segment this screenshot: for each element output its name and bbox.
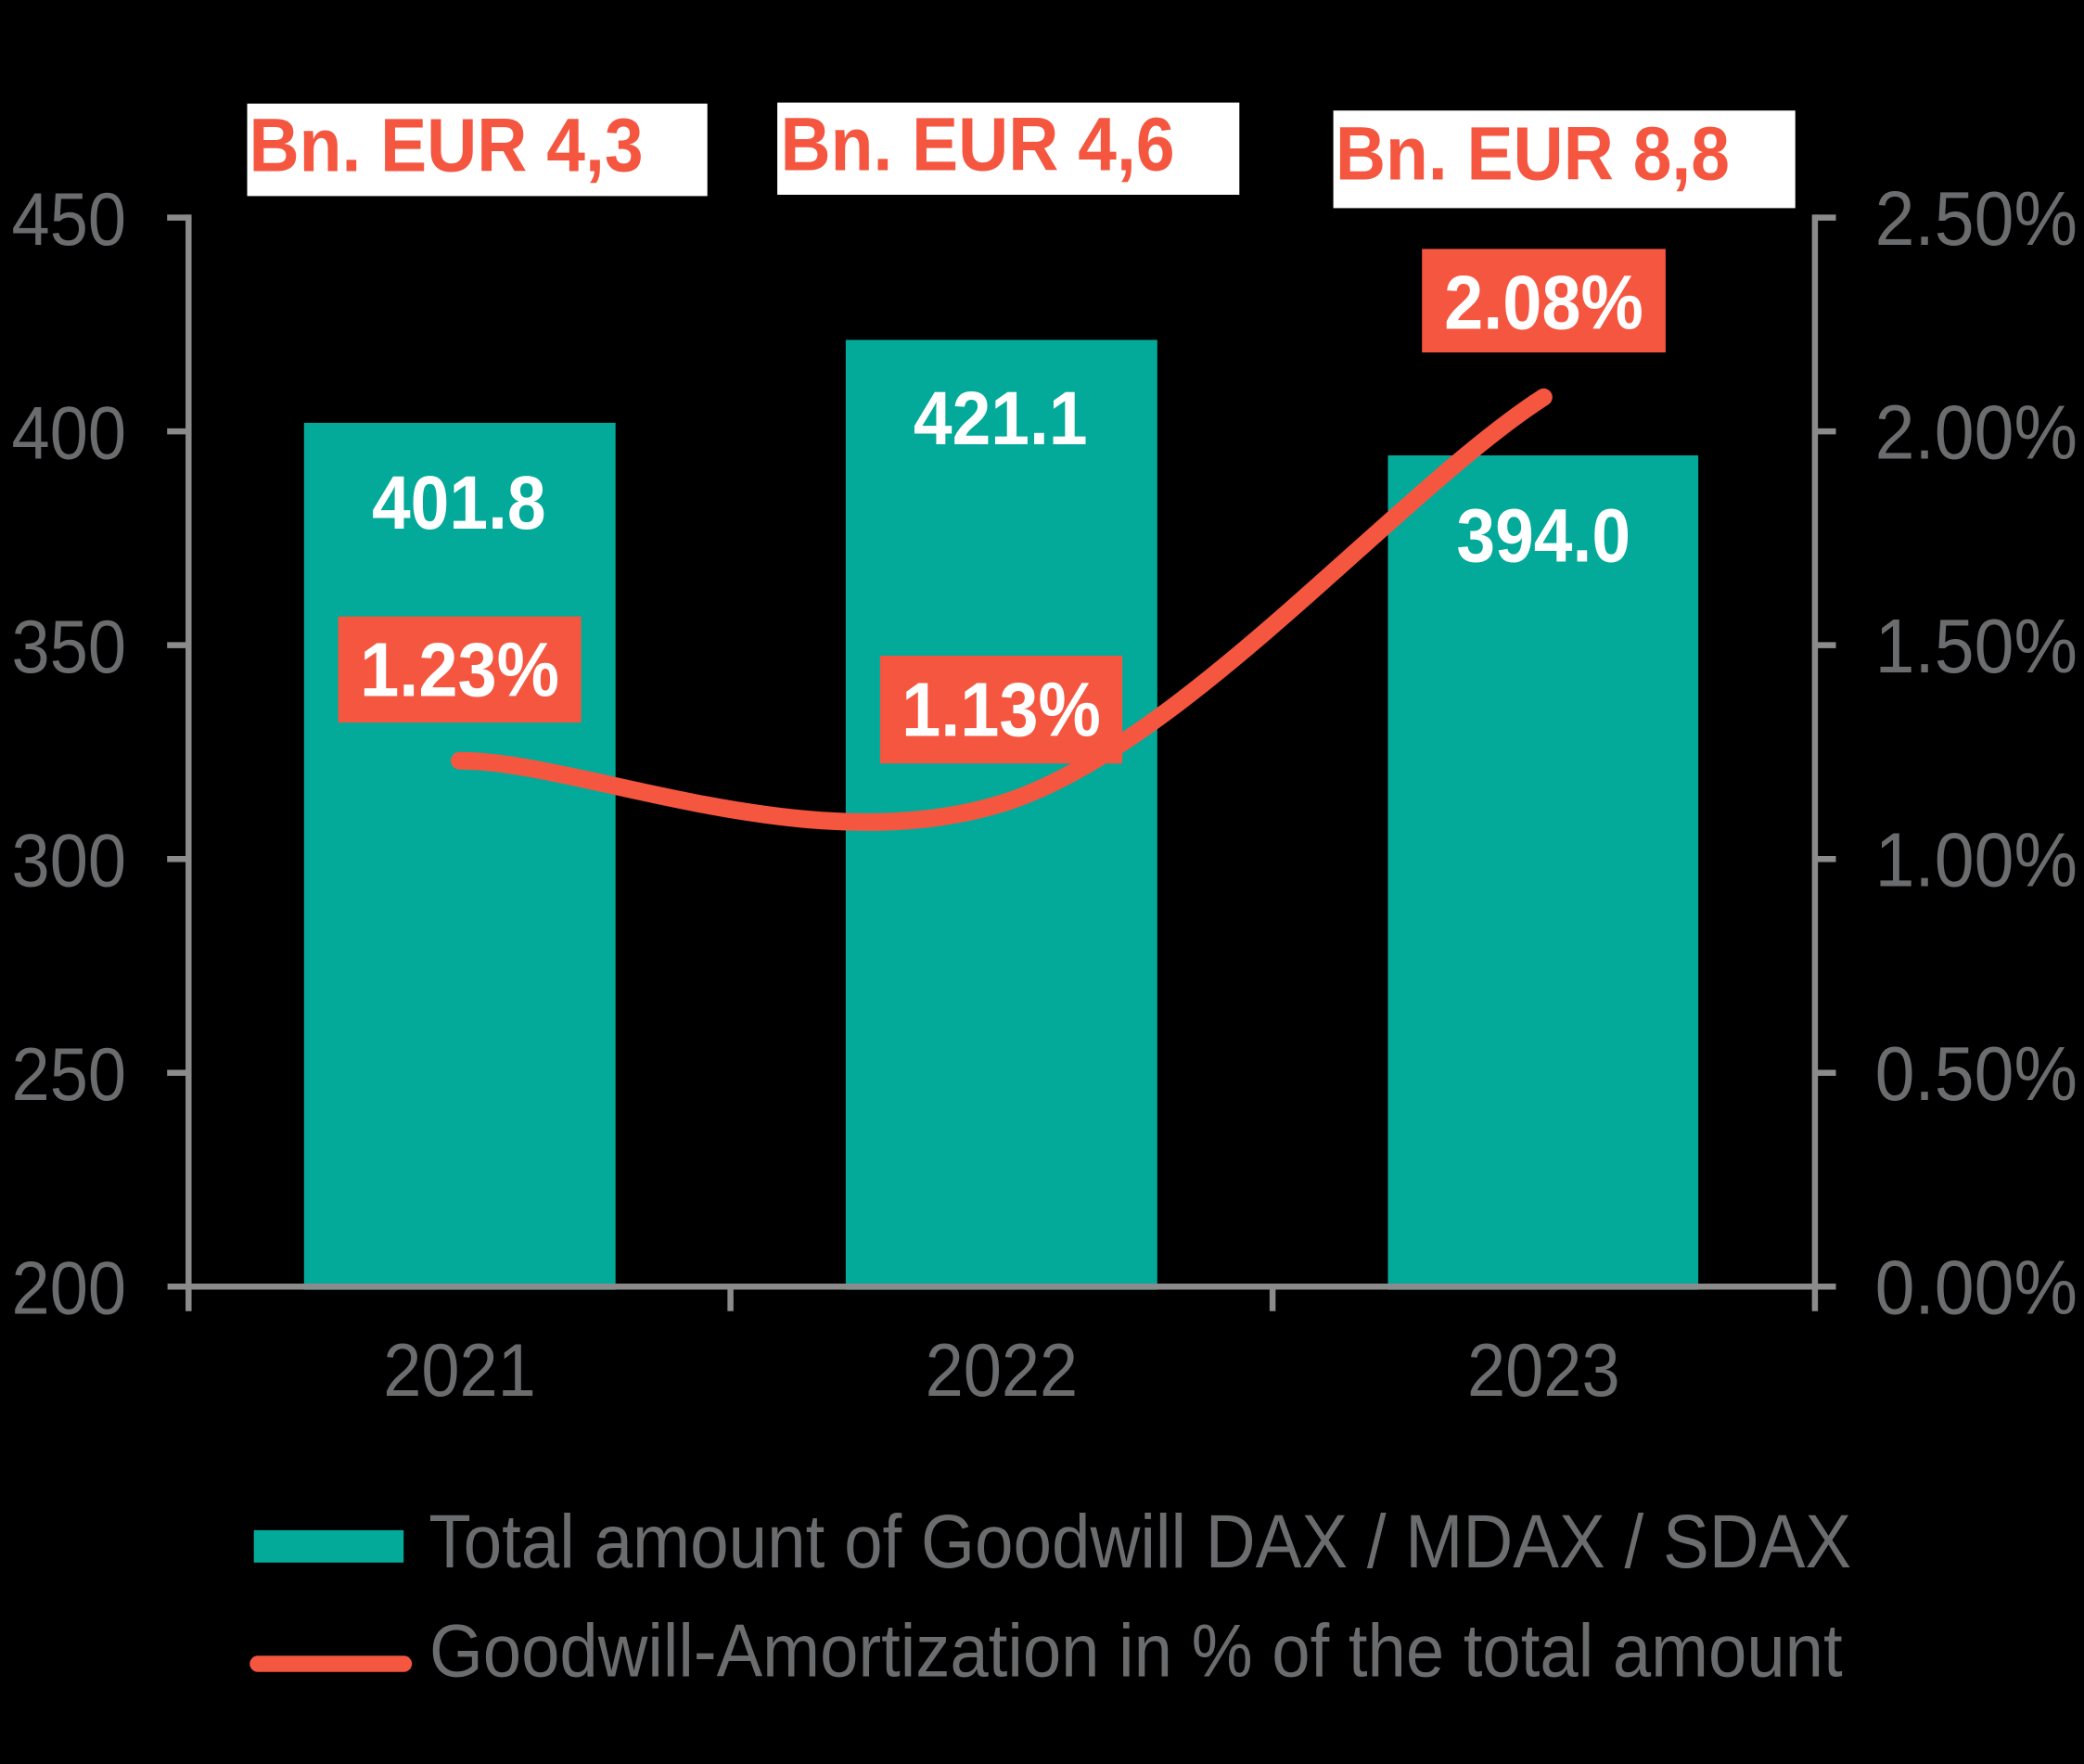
- svg-text:300: 300: [12, 820, 126, 903]
- svg-text:2.00%: 2.00%: [1875, 390, 2078, 475]
- svg-text:400: 400: [12, 391, 126, 475]
- svg-text:0.00%: 0.00%: [1875, 1245, 2078, 1330]
- svg-text:394.0: 394.0: [1456, 493, 1630, 579]
- svg-text:Bn. EUR 4,6: Bn. EUR 4,6: [781, 102, 1175, 187]
- svg-text:Total amount of Goodwill DAX /: Total amount of Goodwill DAX / MDAX / SD…: [428, 1499, 1851, 1584]
- svg-text:250: 250: [12, 1033, 126, 1117]
- svg-text:2023: 2023: [1467, 1329, 1620, 1412]
- svg-text:1.13%: 1.13%: [901, 666, 1101, 752]
- svg-text:1.23%: 1.23%: [360, 626, 559, 712]
- svg-text:Goodwill-Amortization in % of: Goodwill-Amortization in % of the total …: [429, 1610, 1843, 1694]
- svg-text:Bn. EUR 8,8: Bn. EUR 8,8: [1336, 111, 1730, 197]
- svg-text:0.50%: 0.50%: [1875, 1031, 2078, 1117]
- svg-text:2.50%: 2.50%: [1875, 176, 2078, 262]
- svg-text:421.1: 421.1: [914, 376, 1088, 461]
- svg-text:350: 350: [12, 606, 126, 689]
- svg-text:1.00%: 1.00%: [1875, 817, 2078, 902]
- svg-text:2022: 2022: [926, 1329, 1079, 1412]
- svg-text:1.50%: 1.50%: [1875, 604, 2078, 689]
- svg-text:2021: 2021: [383, 1329, 536, 1412]
- svg-text:2.08%: 2.08%: [1444, 259, 1643, 345]
- svg-text:450: 450: [12, 178, 126, 262]
- svg-text:401.8: 401.8: [372, 460, 546, 545]
- svg-text:Bn. EUR 4,3: Bn. EUR 4,3: [249, 103, 644, 188]
- svg-text:200: 200: [12, 1247, 126, 1331]
